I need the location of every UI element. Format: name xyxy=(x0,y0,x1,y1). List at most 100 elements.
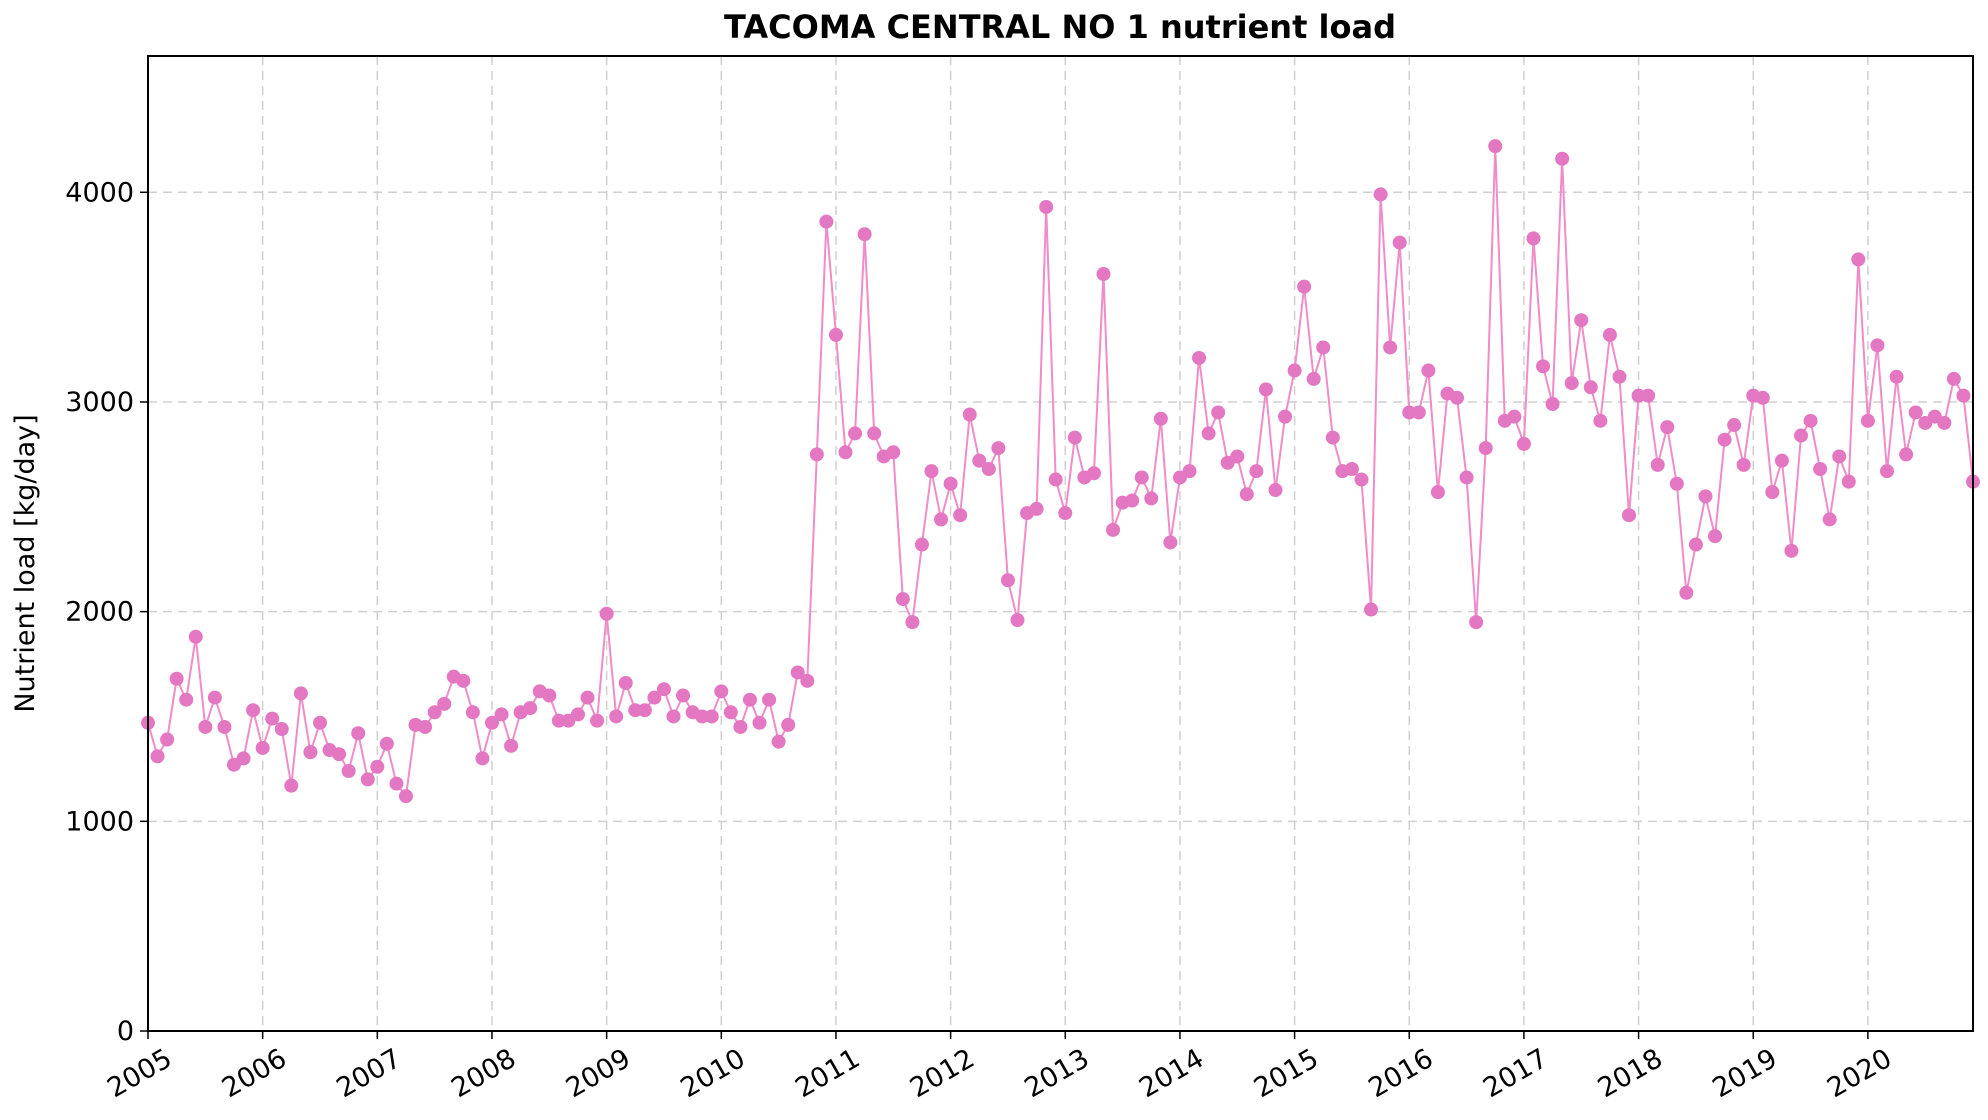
data-point xyxy=(484,715,499,730)
data-point xyxy=(1813,462,1828,477)
data-point xyxy=(1325,430,1340,445)
data-point xyxy=(1230,449,1245,464)
data-point xyxy=(972,453,987,468)
data-point xyxy=(1736,457,1751,472)
plot-area-frame xyxy=(147,55,1974,1032)
data-point xyxy=(1211,405,1226,420)
data-point xyxy=(1851,252,1866,267)
data-point xyxy=(1612,369,1627,384)
data-point xyxy=(1602,327,1617,342)
data-point xyxy=(1048,472,1063,487)
data-point xyxy=(188,629,203,644)
data-point xyxy=(1956,388,1971,403)
data-point xyxy=(1192,350,1207,365)
data-series xyxy=(141,139,1980,804)
data-point xyxy=(895,592,910,607)
data-point xyxy=(599,606,614,621)
data-point xyxy=(838,445,853,460)
data-point xyxy=(1536,359,1551,374)
data-point xyxy=(1106,522,1121,537)
data-point xyxy=(1774,453,1789,468)
data-point xyxy=(1411,405,1426,420)
data-point xyxy=(981,462,996,477)
gridlines xyxy=(147,56,1973,1032)
data-point xyxy=(255,740,270,755)
data-point xyxy=(1899,447,1914,462)
data-point xyxy=(1354,472,1369,487)
data-point xyxy=(647,690,662,705)
data-point xyxy=(1526,231,1541,246)
data-point xyxy=(360,772,375,787)
data-point xyxy=(666,709,681,724)
data-point xyxy=(1679,585,1694,600)
data-point xyxy=(1383,340,1398,355)
x-tick-label: 2005 xyxy=(102,1043,177,1104)
data-point xyxy=(1564,376,1579,391)
data-point xyxy=(962,407,977,422)
data-point xyxy=(1459,470,1474,485)
x-tick-label: 2010 xyxy=(676,1043,751,1104)
data-point xyxy=(1163,535,1178,550)
data-point xyxy=(914,537,929,552)
data-point xyxy=(1287,363,1302,378)
data-point xyxy=(198,719,213,734)
y-tick-label: 4000 xyxy=(65,177,134,208)
data-point xyxy=(1306,371,1321,386)
data-point xyxy=(676,688,691,703)
data-point xyxy=(1822,512,1837,527)
data-point xyxy=(1860,413,1875,428)
x-tick-label: 2009 xyxy=(561,1043,636,1104)
data-point xyxy=(370,759,385,774)
data-point xyxy=(1278,409,1293,424)
data-point xyxy=(341,764,356,778)
data-point xyxy=(1134,470,1149,485)
data-point xyxy=(1488,139,1503,154)
x-tick-label: 2007 xyxy=(332,1043,407,1104)
data-point xyxy=(1660,420,1675,435)
data-point xyxy=(953,508,968,523)
data-point xyxy=(809,447,824,462)
data-point xyxy=(1478,441,1493,456)
data-point xyxy=(1946,371,1961,386)
data-point xyxy=(427,705,442,720)
data-point xyxy=(504,738,519,753)
data-point xyxy=(637,703,652,718)
data-point xyxy=(943,476,958,491)
x-tick-label: 2016 xyxy=(1364,1043,1439,1104)
x-tick-label: 2019 xyxy=(1707,1043,1782,1104)
data-point xyxy=(398,789,413,804)
data-point xyxy=(284,778,299,793)
data-point xyxy=(1182,464,1197,479)
data-point xyxy=(1622,508,1637,523)
data-point xyxy=(1516,436,1531,451)
data-point xyxy=(1450,390,1465,405)
data-point xyxy=(1765,485,1780,500)
data-point xyxy=(580,690,595,705)
data-point xyxy=(1555,151,1570,166)
data-point xyxy=(1000,573,1015,588)
data-point xyxy=(246,703,261,718)
data-point xyxy=(742,692,757,707)
data-point xyxy=(265,711,280,726)
data-point xyxy=(1708,529,1723,544)
data-point xyxy=(924,464,939,479)
data-point xyxy=(1937,415,1952,430)
data-point xyxy=(1344,462,1359,477)
data-point xyxy=(1784,543,1799,558)
data-point xyxy=(1583,380,1598,395)
data-point xyxy=(1268,483,1283,498)
x-tick-label: 2014 xyxy=(1134,1043,1209,1104)
data-point xyxy=(1364,602,1379,617)
data-point xyxy=(656,682,671,697)
x-tick-label: 2011 xyxy=(790,1043,865,1104)
data-point xyxy=(590,713,605,728)
data-point xyxy=(570,707,585,722)
data-point xyxy=(1239,487,1254,502)
data-point xyxy=(523,701,538,716)
data-point xyxy=(1650,457,1665,472)
data-point xyxy=(1086,466,1101,481)
data-point xyxy=(494,707,509,722)
data-point xyxy=(217,719,232,734)
data-point xyxy=(1421,363,1436,378)
